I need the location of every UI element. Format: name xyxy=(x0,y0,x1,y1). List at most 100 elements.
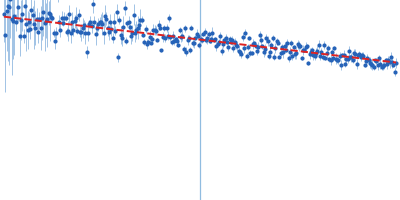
Point xyxy=(312,54,318,57)
Point xyxy=(330,56,336,60)
Point xyxy=(233,44,239,47)
Point xyxy=(116,19,122,22)
Point xyxy=(268,43,275,46)
Point xyxy=(149,37,155,40)
Point xyxy=(114,10,120,14)
Point xyxy=(150,28,157,31)
Point xyxy=(28,8,35,12)
Point xyxy=(104,27,111,30)
Point xyxy=(38,26,44,30)
Point xyxy=(76,13,82,17)
Point xyxy=(45,11,52,15)
Point xyxy=(199,39,205,42)
Point xyxy=(123,39,129,42)
Point xyxy=(352,53,359,56)
Point xyxy=(283,48,289,51)
Point xyxy=(350,58,356,61)
Point xyxy=(271,55,277,58)
Point xyxy=(194,32,200,35)
Point xyxy=(256,33,263,37)
Point xyxy=(290,46,297,49)
Point xyxy=(232,41,238,44)
Point xyxy=(365,58,372,62)
Point xyxy=(354,62,360,65)
Point xyxy=(50,32,57,35)
Point xyxy=(161,26,167,30)
Point xyxy=(137,18,144,21)
Point xyxy=(90,2,96,6)
Point xyxy=(393,61,399,65)
Point xyxy=(209,31,216,35)
Point xyxy=(221,38,228,42)
Point xyxy=(331,47,338,50)
Point xyxy=(118,33,124,37)
Point xyxy=(344,57,351,61)
Point xyxy=(384,63,390,66)
Point xyxy=(285,57,292,60)
Point xyxy=(134,26,141,29)
Point xyxy=(35,30,41,34)
Point xyxy=(140,33,146,36)
Point xyxy=(98,20,104,23)
Point xyxy=(338,63,344,67)
Point xyxy=(18,18,24,22)
Point xyxy=(377,63,384,66)
Point xyxy=(254,49,260,52)
Point xyxy=(342,62,348,66)
Point xyxy=(267,51,273,54)
Point xyxy=(329,51,335,54)
Point xyxy=(57,28,64,31)
Point xyxy=(243,55,250,58)
Point xyxy=(346,50,352,53)
Point xyxy=(280,51,286,54)
Point xyxy=(241,47,247,50)
Point xyxy=(367,61,373,64)
Point xyxy=(15,6,22,9)
Point xyxy=(73,16,79,20)
Point xyxy=(300,48,306,52)
Point xyxy=(228,40,234,44)
Point xyxy=(360,54,366,57)
Point xyxy=(180,48,187,51)
Point xyxy=(237,50,243,53)
Point xyxy=(310,54,317,57)
Point xyxy=(203,39,209,42)
Point xyxy=(213,44,220,47)
Point xyxy=(218,49,225,52)
Point xyxy=(250,42,256,45)
Point xyxy=(31,23,37,26)
Point xyxy=(6,5,12,9)
Point xyxy=(240,35,246,38)
Point xyxy=(146,35,153,39)
Point xyxy=(167,36,174,39)
Point xyxy=(196,43,202,47)
Point xyxy=(297,45,304,48)
Point xyxy=(200,32,206,35)
Point xyxy=(255,46,262,49)
Point xyxy=(192,36,199,39)
Point xyxy=(334,58,340,62)
Point xyxy=(11,15,18,18)
Point xyxy=(313,52,319,55)
Point xyxy=(166,16,172,19)
Point xyxy=(373,60,380,63)
Point xyxy=(91,20,98,24)
Point xyxy=(359,53,365,56)
Point xyxy=(308,50,314,54)
Point xyxy=(36,18,42,21)
Point xyxy=(5,4,11,7)
Point xyxy=(339,54,346,57)
Point xyxy=(275,41,281,44)
Point xyxy=(242,32,248,35)
Point xyxy=(124,22,130,25)
Point xyxy=(325,47,331,50)
Point xyxy=(115,56,121,59)
Point xyxy=(24,28,31,32)
Point xyxy=(83,50,90,53)
Point xyxy=(65,30,71,33)
Point xyxy=(274,40,280,43)
Point xyxy=(44,17,50,21)
Point xyxy=(120,25,126,28)
Point xyxy=(289,55,296,58)
Point xyxy=(372,59,378,62)
